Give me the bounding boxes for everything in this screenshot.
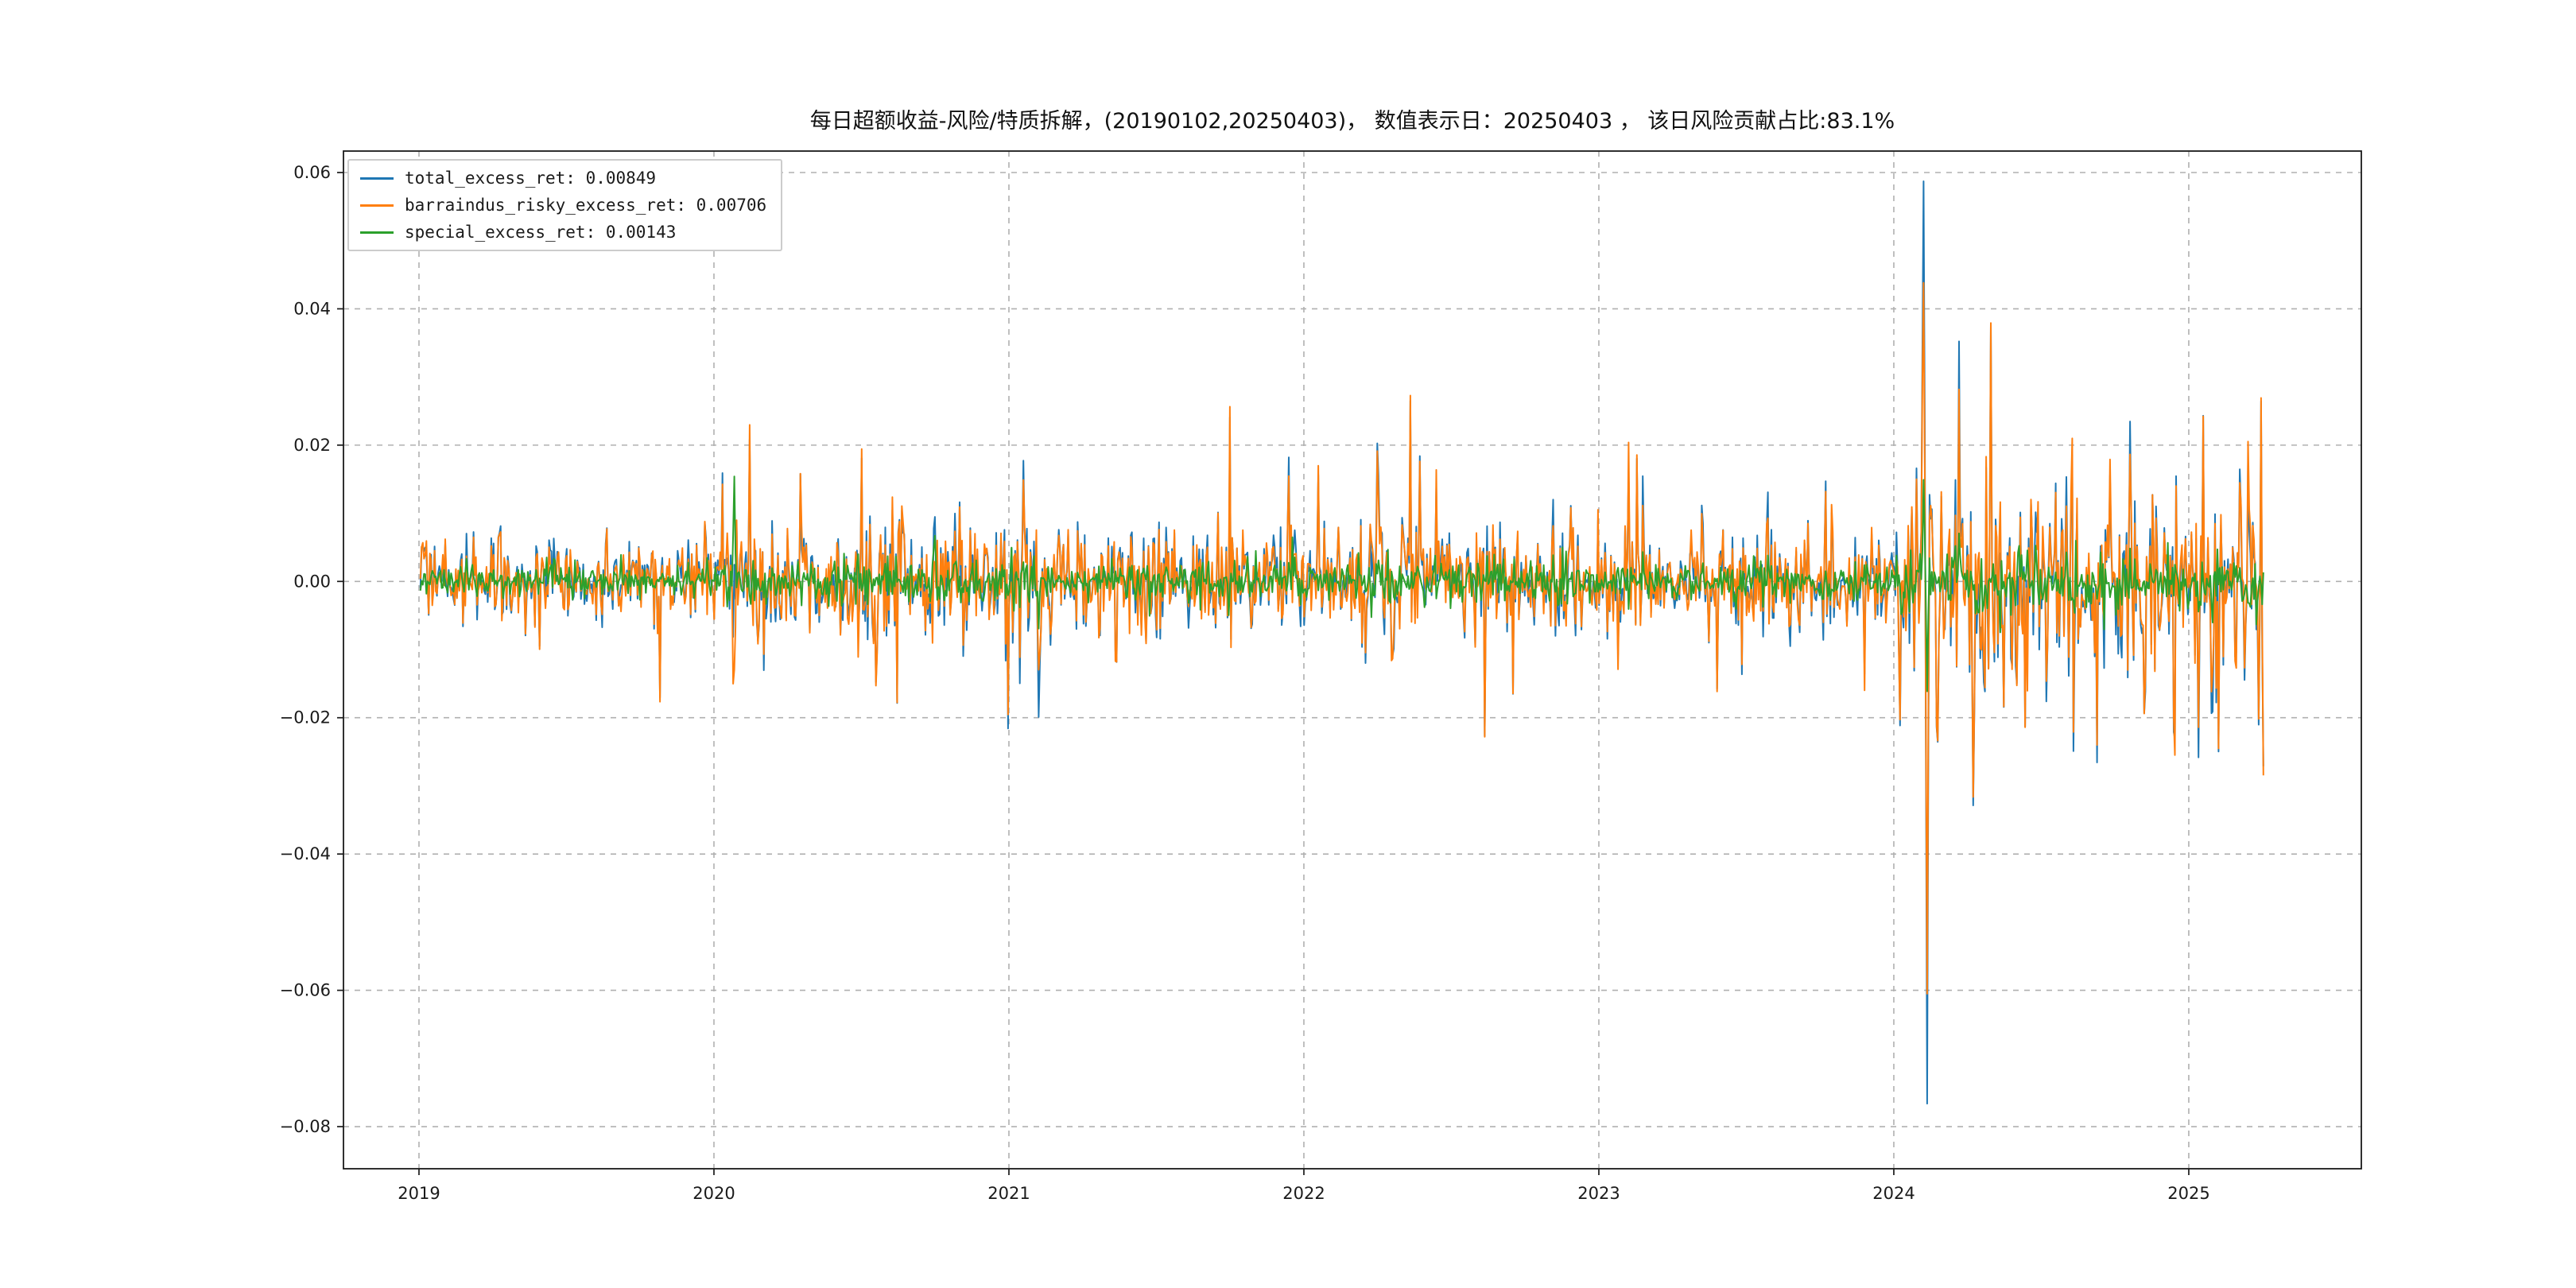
chart-title: 每日超额收益-风险/特质拆解，(20190102,20250403)， 数值表示… <box>809 109 1895 134</box>
legend-swatch-barraindus_risky_excess_ret <box>360 204 394 207</box>
y-tick-label: −0.04 <box>280 844 331 863</box>
legend-label: special_excess_ret: 0.00143 <box>405 223 677 242</box>
y-tick-label: 0.00 <box>293 572 331 591</box>
legend-item-total_excess_ret: total_excess_ret: 0.00849 <box>360 169 766 188</box>
gridlines <box>343 151 2361 1169</box>
legend-swatch-special_excess_ret <box>360 231 394 234</box>
legend-swatch-total_excess_ret <box>360 177 394 180</box>
series-line-barraindus_risky_excess_ret <box>419 281 2264 995</box>
y-tick-label: −0.02 <box>280 708 331 727</box>
x-tick-label: 2021 <box>987 1184 1030 1203</box>
series-lines <box>419 180 2264 1105</box>
y-tick-label: −0.06 <box>280 981 331 1000</box>
y-tick-label: −0.08 <box>280 1117 331 1136</box>
x-tick-label: 2019 <box>398 1184 440 1203</box>
legend-item-special_excess_ret: special_excess_ret: 0.00143 <box>360 223 766 242</box>
legend-label: total_excess_ret: 0.00849 <box>405 169 657 188</box>
x-tick-label: 2020 <box>692 1184 735 1203</box>
x-tick-label: 2024 <box>1872 1184 1915 1203</box>
axis-tick-labels: 0.06 0.04 0.02 0.00 −0.02 −0.04 −0.06 −0.08 2019… <box>280 163 2210 1203</box>
axes-border <box>343 150 2362 1170</box>
legend-item-barraindus_risky_excess_ret: barraindus_risky_excess_ret: 0.00706 <box>360 196 766 215</box>
series-line-total_excess_ret <box>419 180 2264 1105</box>
x-tick-label: 2023 <box>1577 1184 1620 1203</box>
legend-label: barraindus_risky_excess_ret: 0.00706 <box>405 196 767 215</box>
y-tick-label: 0.02 <box>293 436 331 455</box>
legend: total_excess_ret: 0.00849 barraindus_risk… <box>347 159 783 251</box>
y-tick-label: 0.04 <box>293 299 331 318</box>
series-line-special_excess_ret <box>419 475 2264 692</box>
x-tick-label: 2025 <box>2167 1184 2209 1203</box>
x-tick-label: 2022 <box>1282 1184 1325 1203</box>
axis-ticks <box>337 172 2190 1175</box>
y-tick-label: 0.06 <box>293 163 331 182</box>
